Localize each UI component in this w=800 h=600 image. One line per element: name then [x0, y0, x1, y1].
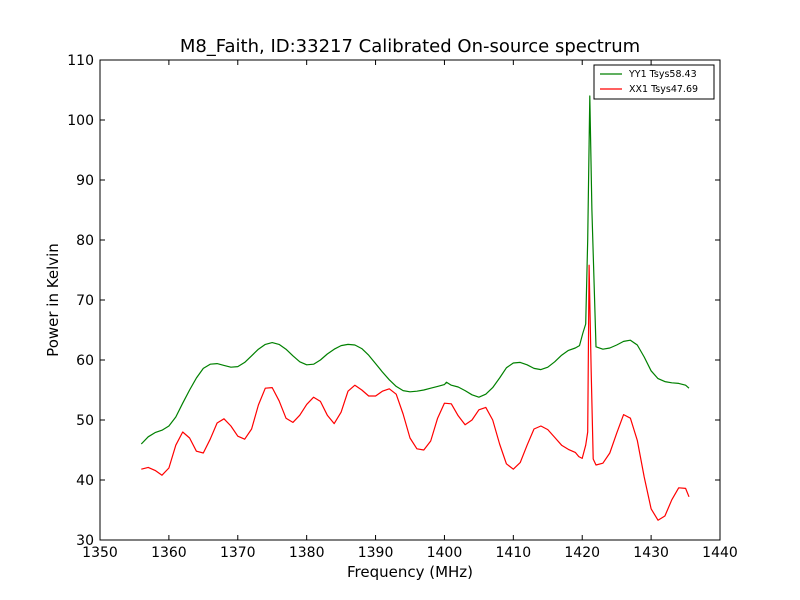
x-tick-label: 1380: [289, 545, 325, 561]
legend-box: [593, 64, 715, 100]
ticks-layer: 1350 1360 1370 1380 1390 1400 1410 1420 1430 1440…: [67, 53, 738, 561]
series-line-yy1: [140, 95, 690, 445]
x-tick-label: 1390: [358, 545, 394, 561]
y-tick-label: 50: [76, 413, 94, 429]
x-tick-label: 1350: [82, 545, 118, 561]
y-tick-label: 60: [76, 353, 94, 369]
y-tick-label: 40: [76, 473, 94, 489]
y-tick-label: 30: [76, 533, 94, 549]
y-axis-label: Power in Kelvin: [44, 243, 62, 357]
legend: YY1 Tsys58.43 XX1 Tsys47.69: [593, 64, 715, 100]
plot-frame: [99, 59, 721, 541]
series-line-xx1: [141, 264, 690, 521]
x-tick-label: 1400: [427, 545, 463, 561]
y-tick-label: 110: [67, 53, 94, 69]
x-tick-label: 1410: [496, 545, 532, 561]
x-tick-label: 1420: [564, 545, 600, 561]
x-tick-label: 1430: [633, 545, 669, 561]
y-tick-label: 80: [76, 233, 94, 249]
legend-label-yy1: YY1 Tsys58.43: [628, 69, 697, 80]
x-axis-label: Frequency (MHz): [347, 563, 473, 581]
y-tick-label: 70: [76, 293, 94, 309]
x-tick-label: 1360: [151, 545, 187, 561]
legend-label-xx1: XX1 Tsys47.69: [629, 84, 698, 95]
chart-title: M8_Faith, ID:33217 Calibrated On-source …: [180, 36, 640, 57]
x-tick-label: 1370: [220, 545, 256, 561]
y-tick-label: 90: [76, 173, 94, 189]
x-tick-label: 1440: [702, 545, 738, 561]
y-tick-label: 100: [67, 113, 94, 129]
series-layer: [140, 95, 690, 521]
